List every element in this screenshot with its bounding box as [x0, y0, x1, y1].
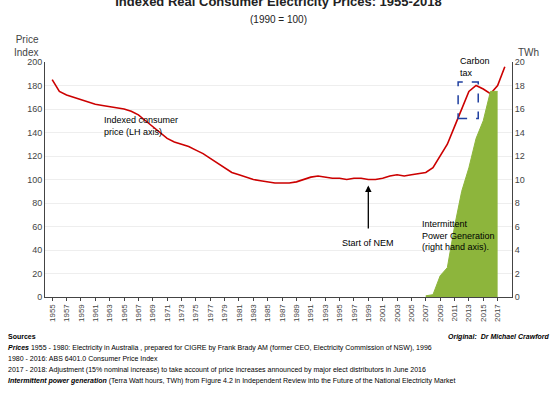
svg-text:2003: 2003 [393, 304, 402, 322]
svg-text:2009: 2009 [436, 304, 445, 322]
svg-text:0: 0 [37, 292, 42, 302]
svg-text:2017: 2017 [493, 304, 502, 322]
svg-text:0: 0 [515, 292, 520, 302]
svg-text:1965: 1965 [120, 304, 129, 322]
svg-text:100: 100 [27, 175, 42, 185]
svg-text:40: 40 [32, 245, 42, 255]
svg-text:2013: 2013 [464, 304, 473, 322]
svg-text:120: 120 [27, 151, 42, 161]
svg-text:80: 80 [32, 198, 42, 208]
svg-text:Indexed Real Consumer Electric: Indexed Real Consumer Electricity Prices… [115, 0, 442, 25]
svg-text:8: 8 [515, 198, 520, 208]
svg-text:1957: 1957 [62, 304, 71, 322]
svg-text:Intermittent power generation: Intermittent power generation (Terra Wat… [8, 377, 455, 385]
svg-text:1989: 1989 [292, 304, 301, 322]
svg-text:2001: 2001 [378, 304, 387, 322]
svg-text:12: 12 [515, 151, 525, 161]
svg-text:2007: 2007 [421, 304, 430, 322]
svg-text:1975: 1975 [191, 304, 200, 322]
svg-text:1971: 1971 [163, 304, 172, 322]
svg-text:10: 10 [515, 175, 525, 185]
svg-text:1995: 1995 [335, 304, 344, 322]
svg-text:Carbontax: Carbontax [460, 56, 490, 78]
svg-text:Prices 1955 - 1980: Electricit: Prices 1955 - 1980: Electricity in Austr… [8, 344, 432, 352]
svg-text:1991: 1991 [306, 304, 315, 322]
svg-text:2: 2 [515, 269, 520, 279]
svg-text:TWh: TWh [518, 47, 539, 58]
svg-text:180: 180 [27, 81, 42, 91]
svg-text:1999: 1999 [364, 304, 373, 322]
svg-text:1979: 1979 [220, 304, 229, 322]
svg-text:1973: 1973 [177, 304, 186, 322]
svg-text:1969: 1969 [148, 304, 157, 322]
svg-text:1963: 1963 [105, 304, 114, 322]
svg-text:20: 20 [515, 57, 525, 67]
svg-text:2017 - 2018: Adjustment (15% n: 2017 - 2018: Adjustment (15% nominal inc… [8, 366, 426, 374]
svg-text:200: 200 [27, 57, 42, 67]
svg-text:1985: 1985 [263, 304, 272, 322]
svg-text:2015: 2015 [479, 304, 488, 322]
svg-text:1980 - 2016: ABS 6401.0 Consum: 1980 - 2016: ABS 6401.0 Consumer Price I… [8, 355, 158, 362]
svg-text:Original: Dr Michael Crawford: Original: Dr Michael Crawford [448, 333, 549, 341]
svg-text:6: 6 [515, 222, 520, 232]
svg-text:1981: 1981 [235, 304, 244, 322]
svg-text:4: 4 [515, 245, 520, 255]
svg-text:2011: 2011 [450, 304, 459, 322]
svg-text:60: 60 [32, 222, 42, 232]
svg-text:18: 18 [515, 81, 525, 91]
svg-text:1955: 1955 [48, 304, 57, 322]
svg-text:16: 16 [515, 104, 525, 114]
svg-text:140: 140 [27, 128, 42, 138]
svg-text:Sources: Sources [8, 333, 36, 340]
svg-text:1997: 1997 [350, 304, 359, 322]
svg-text:20: 20 [32, 269, 42, 279]
svg-text:1961: 1961 [91, 304, 100, 322]
svg-text:1977: 1977 [206, 304, 215, 322]
svg-text:1993: 1993 [321, 304, 330, 322]
svg-text:1967: 1967 [134, 304, 143, 322]
svg-text:1987: 1987 [278, 304, 287, 322]
svg-text:Start of NEM: Start of NEM [342, 238, 394, 248]
svg-text:PriceIndex: PriceIndex [14, 34, 39, 58]
svg-text:2005: 2005 [407, 304, 416, 322]
svg-text:1959: 1959 [77, 304, 86, 322]
svg-text:IntermittentPower Generation(r: IntermittentPower Generation(right hand … [422, 219, 495, 252]
svg-text:160: 160 [27, 104, 42, 114]
svg-text:14: 14 [515, 128, 525, 138]
svg-text:Indexed consumerprice (LH axis: Indexed consumerprice (LH axis) [104, 115, 178, 137]
svg-text:1983: 1983 [249, 304, 258, 322]
